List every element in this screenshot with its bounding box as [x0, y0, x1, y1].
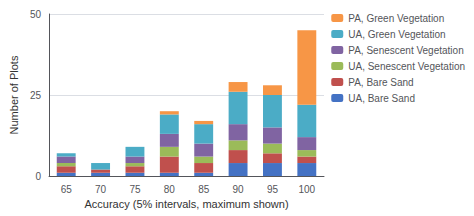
svg-text:UA, Green Vegetation: UA, Green Vegetation: [348, 29, 445, 40]
svg-text:50: 50: [30, 9, 42, 20]
svg-text:85: 85: [198, 184, 210, 195]
svg-text:90: 90: [233, 184, 245, 195]
svg-text:100: 100: [298, 184, 315, 195]
svg-text:0: 0: [35, 171, 41, 182]
svg-text:PA, Senescent Vegetation: PA, Senescent Vegetation: [348, 45, 463, 56]
svg-text:PA, Green Vegetation: PA, Green Vegetation: [348, 13, 444, 24]
svg-text:UA, Senescent Vegetation: UA, Senescent Vegetation: [348, 61, 465, 72]
svg-text:25: 25: [30, 90, 42, 101]
svg-text:80: 80: [164, 184, 176, 195]
svg-text:PA, Bare Sand: PA, Bare Sand: [348, 77, 413, 88]
svg-text:Accuracy (5% intervals, maximu: Accuracy (5% intervals, maximum shown): [84, 198, 288, 210]
svg-text:65: 65: [61, 184, 73, 195]
svg-text:UA, Bare Sand: UA, Bare Sand: [348, 93, 415, 104]
svg-text:75: 75: [129, 184, 141, 195]
svg-text:95: 95: [267, 184, 279, 195]
svg-text:Number of Plots: Number of Plots: [8, 55, 20, 134]
svg-text:70: 70: [95, 184, 107, 195]
